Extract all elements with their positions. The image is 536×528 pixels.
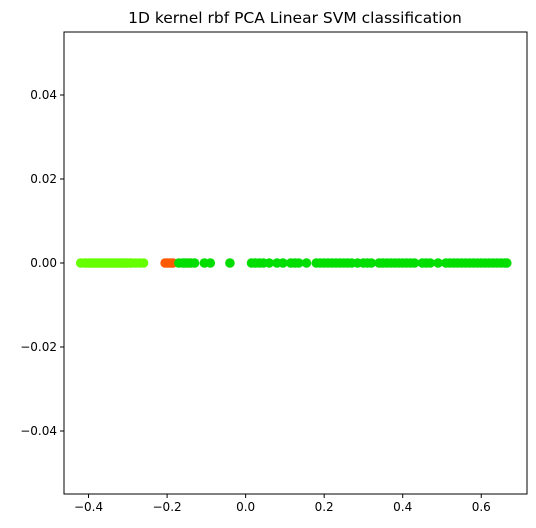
x-tick-label: 0.0 xyxy=(236,500,255,514)
data-point xyxy=(225,258,235,268)
y-tick-label: 0.04 xyxy=(30,88,57,102)
x-tick-label: −0.4 xyxy=(74,500,103,514)
data-points xyxy=(75,258,512,268)
y-tick-label: 0.00 xyxy=(30,256,57,270)
data-point xyxy=(409,258,420,268)
chart-title: 1D kernel rbf PCA Linear SVM classificat… xyxy=(128,9,462,27)
y-tick-label: 0.02 xyxy=(30,172,57,186)
data-point xyxy=(301,258,312,268)
data-point xyxy=(189,258,200,268)
data-point xyxy=(264,258,274,268)
data-point xyxy=(366,258,377,268)
x-tick-label: 0.2 xyxy=(315,500,334,514)
y-tick-label: −0.02 xyxy=(20,340,57,354)
data-point xyxy=(293,258,304,268)
x-tick-label: 0.6 xyxy=(472,500,491,514)
x-axis: −0.4 −0.2 0.0 0.2 0.4 0.6 xyxy=(74,494,491,514)
data-point xyxy=(278,258,288,268)
x-tick-label: 0.4 xyxy=(393,500,412,514)
data-point xyxy=(433,258,443,268)
data-point xyxy=(501,258,512,268)
data-point xyxy=(205,258,216,268)
x-tick-label: −0.2 xyxy=(153,500,182,514)
data-point xyxy=(425,258,435,268)
data-point xyxy=(138,258,149,268)
y-tick-label: −0.04 xyxy=(20,424,57,438)
y-axis: 0.04 0.02 0.00 −0.02 −0.04 xyxy=(20,88,64,438)
